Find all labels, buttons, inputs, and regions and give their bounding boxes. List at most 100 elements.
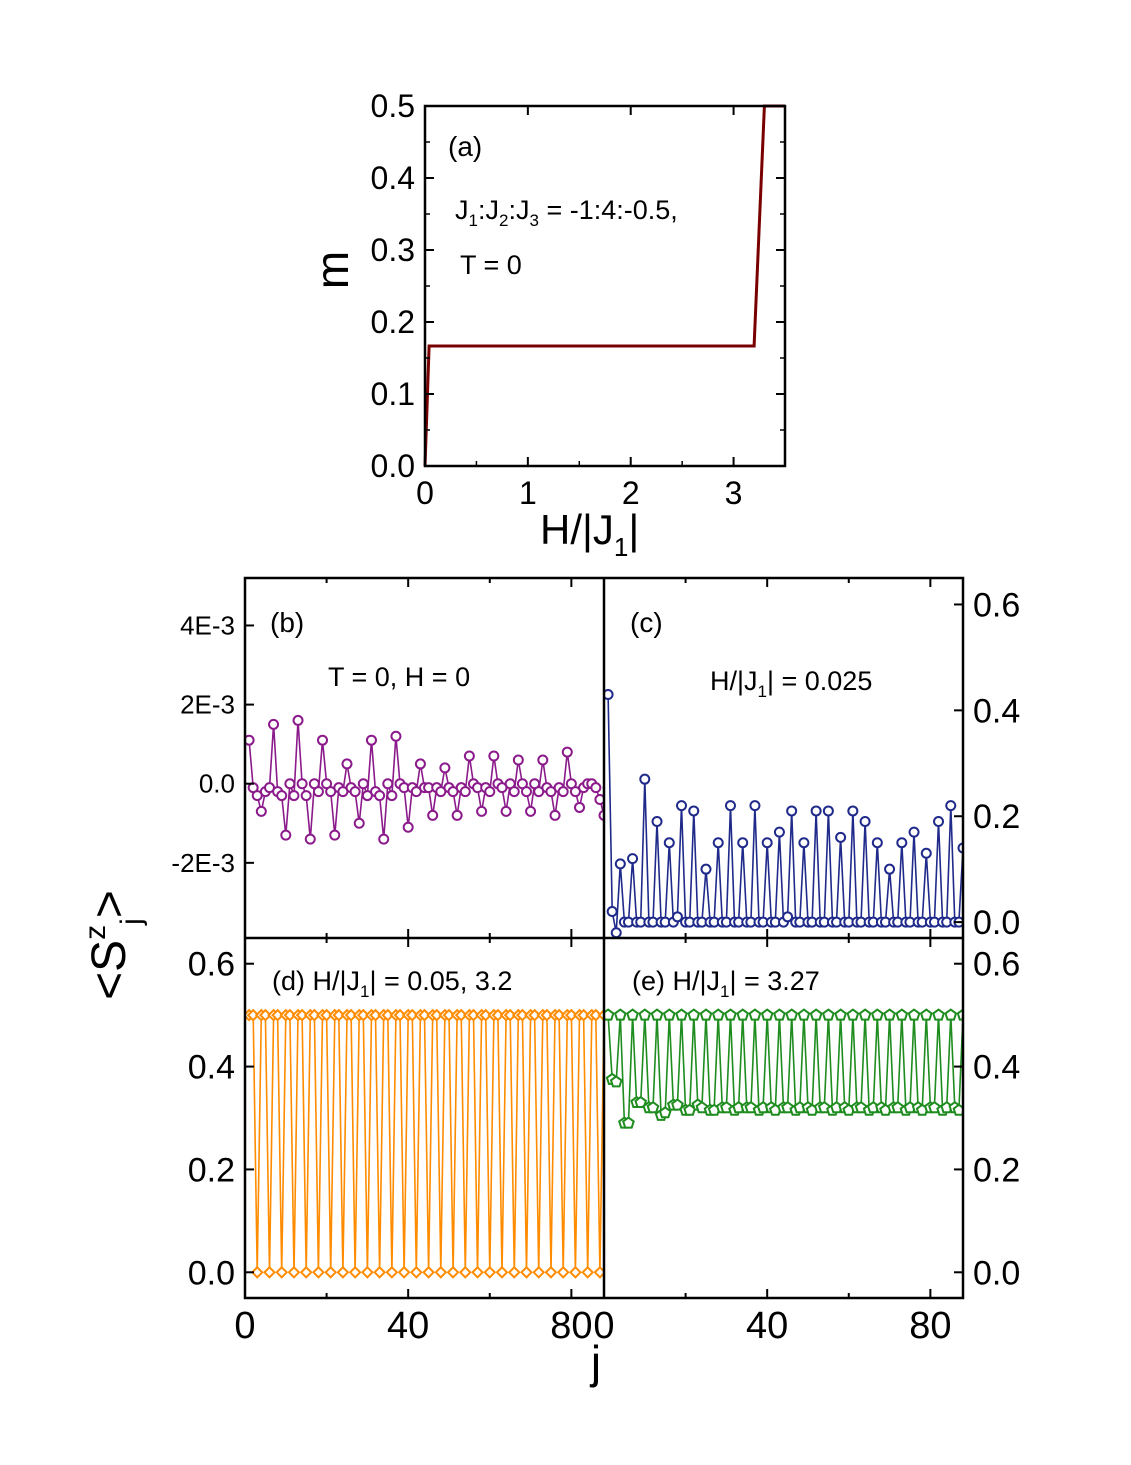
panel-d-point bbox=[369, 1008, 382, 1022]
panel-c-point bbox=[884, 863, 896, 875]
panel-d-point bbox=[454, 1008, 468, 1022]
panel-c-point bbox=[724, 800, 736, 812]
panel-c-ytick-label: 0.2 bbox=[973, 798, 1020, 836]
panel-b-ytick-label: -2E-3 bbox=[171, 848, 235, 878]
panel-e-point bbox=[797, 1008, 811, 1021]
panel-e-point bbox=[748, 1008, 762, 1021]
panel-d-point bbox=[312, 1265, 325, 1279]
panel-e-point bbox=[626, 1008, 639, 1021]
panel-e-point bbox=[944, 1008, 958, 1021]
panel-e-series bbox=[604, 1008, 963, 1129]
panel-b-point bbox=[451, 809, 463, 821]
panel-d-point bbox=[581, 1265, 595, 1279]
panel-d-point bbox=[532, 1265, 546, 1279]
panel-d-point bbox=[577, 1008, 591, 1022]
panel-b-line bbox=[248, 720, 604, 840]
panel-a-ytick-label: 0.0 bbox=[371, 448, 415, 484]
panel-b-point bbox=[296, 778, 308, 790]
panel-c-point bbox=[798, 837, 810, 849]
panel-e-point bbox=[773, 1008, 786, 1021]
panel-e-annotation: (e) H/|J1| = 3.27 bbox=[632, 966, 820, 1001]
panel-b-point bbox=[476, 805, 488, 817]
panel-b-point bbox=[574, 801, 586, 813]
panel-d-point bbox=[405, 1008, 419, 1022]
panel-e-ytick-label: 0.0 bbox=[973, 1254, 1020, 1292]
panel-e: 0.0 0.2 0.4 0.6 0 40 80 (e) H/|J1| = 3.27 bbox=[593, 938, 1020, 1347]
panel-b-point bbox=[500, 805, 512, 817]
panel-c-point bbox=[676, 800, 688, 812]
panel-e-point bbox=[870, 1008, 884, 1021]
panel-d-point bbox=[552, 1008, 566, 1022]
panel-c-point bbox=[639, 773, 651, 785]
panel-b-point bbox=[374, 790, 386, 802]
panel-b-point bbox=[300, 790, 312, 802]
panel-b-point bbox=[439, 762, 451, 774]
panel-d-point bbox=[540, 1008, 554, 1022]
panel-b-point bbox=[357, 778, 369, 790]
panel-e-point bbox=[785, 1008, 799, 1021]
panel-d-point bbox=[246, 1008, 260, 1022]
panel-d-point bbox=[397, 1265, 411, 1279]
panel-d-point bbox=[360, 1265, 374, 1279]
panel-d-point bbox=[467, 1008, 480, 1022]
panel-c-point bbox=[896, 837, 908, 849]
panel-d-point bbox=[491, 1008, 505, 1022]
panel-b-point bbox=[329, 829, 341, 841]
panel-b-point bbox=[288, 790, 300, 802]
panel-d-point bbox=[287, 1265, 301, 1279]
panel-c-point bbox=[712, 837, 724, 849]
panel-d-point bbox=[528, 1008, 542, 1022]
panel-b-point bbox=[255, 805, 267, 817]
panel-d-point bbox=[356, 1008, 370, 1022]
panel-b-point bbox=[268, 718, 280, 730]
panel-e-plot-area bbox=[604, 1008, 963, 1129]
panel-d-point bbox=[503, 1008, 517, 1022]
panel-b-ytick-label: 2E-3 bbox=[180, 690, 235, 720]
panel-b-point bbox=[612, 791, 621, 800]
panel-e-xtick-label: 80 bbox=[909, 1305, 951, 1347]
panel-d-point bbox=[434, 1265, 448, 1279]
panel-b-point bbox=[378, 833, 390, 845]
panel-c: 0.0 0.2 0.4 0.6 (c) H/|J1| = 0.025 bbox=[603, 578, 1020, 942]
panel-b-point bbox=[390, 730, 402, 742]
panel-b-point bbox=[549, 809, 561, 821]
panel-d-point bbox=[430, 1008, 444, 1022]
panel-b-point bbox=[353, 817, 365, 829]
panel-e-point bbox=[858, 1008, 872, 1021]
panel-d-point bbox=[422, 1265, 435, 1279]
panel-d-point bbox=[393, 1008, 407, 1022]
panel-c-point bbox=[933, 816, 945, 828]
panel-d-xtick-label: 40 bbox=[387, 1305, 429, 1347]
panel-c-point bbox=[737, 837, 749, 849]
panel-e-point bbox=[650, 1008, 664, 1021]
panel-e-ytick-label: 0.2 bbox=[973, 1151, 1020, 1189]
panel-c-point bbox=[835, 831, 847, 843]
panel-d-ticks: 0.0 0.2 0.4 0.6 0 40 80 bbox=[188, 938, 593, 1347]
panel-a-ytick-label: 0.5 bbox=[371, 88, 415, 124]
panel-b-point bbox=[590, 782, 602, 794]
panel-b-point bbox=[382, 778, 394, 790]
panel-e-point bbox=[613, 1008, 627, 1021]
panel-b-ticks: -2E-3 0.0 2E-3 4E-3 bbox=[171, 578, 573, 938]
panel-c-plot-area bbox=[604, 688, 963, 938]
panel-d-point bbox=[483, 1265, 497, 1279]
panel-e-point bbox=[634, 1095, 648, 1108]
panel-c-point bbox=[908, 826, 920, 838]
panel-c-ytick-label: 0.6 bbox=[973, 586, 1020, 624]
panel-b-point bbox=[284, 778, 296, 790]
panel-d-line bbox=[249, 1014, 604, 1273]
panel-e-point bbox=[646, 1100, 660, 1114]
panel-b-point bbox=[276, 790, 288, 802]
panel-b-point bbox=[537, 754, 549, 766]
panel-b-point bbox=[304, 833, 316, 845]
panel-c-point bbox=[810, 805, 822, 817]
panel-d-point bbox=[409, 1265, 423, 1279]
panel-c-point bbox=[627, 853, 639, 865]
panel-b-annotation: T = 0, H = 0 bbox=[328, 662, 470, 692]
panel-b-point bbox=[463, 750, 475, 762]
panel-a-ytick-label: 0.1 bbox=[371, 376, 415, 412]
panel-e-point bbox=[895, 1008, 909, 1021]
panel-e-point bbox=[919, 1008, 933, 1021]
panel-d-point bbox=[307, 1008, 321, 1022]
panel-b-point bbox=[512, 754, 524, 766]
